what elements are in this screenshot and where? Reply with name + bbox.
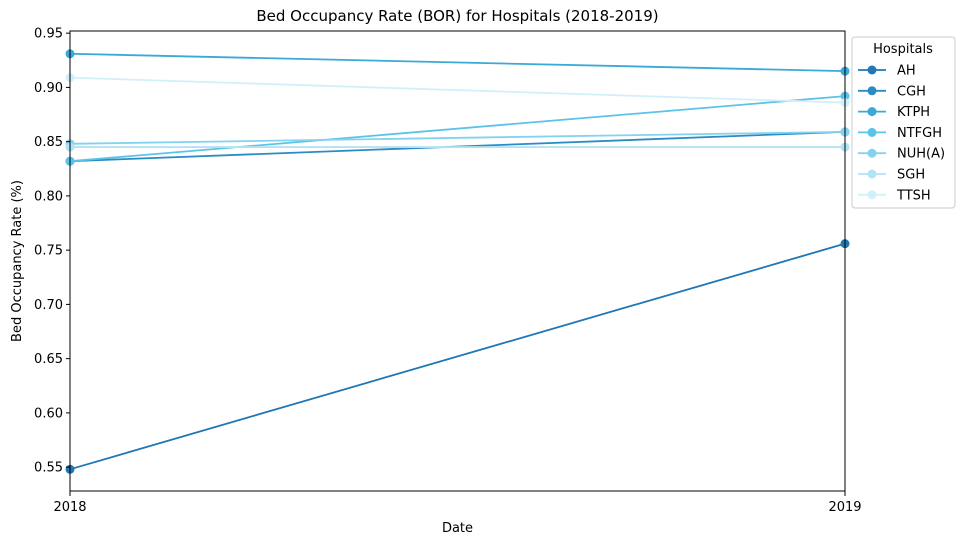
legend-marker [867,65,877,75]
y-tick-label: 0.85 [34,135,63,150]
x-axis-ticks: 2018 2019 [53,491,862,515]
legend-marker [867,169,877,179]
legend-marker [867,148,877,158]
y-tick-label: 0.55 [34,461,63,476]
legend-label: TTSH [896,188,931,203]
x-axis-label: Date [442,521,473,536]
legend-marker [867,127,877,137]
series-line-ktph [69,52,846,73]
chart-title: Bed Occupancy Rate (BOR) for Hospitals (… [256,7,658,25]
legend-label: NTFGH [897,126,942,141]
legend-marker [867,190,877,200]
legend-label: AH [897,64,916,79]
y-tick-label: 0.80 [34,189,63,204]
x-tick-label: 2019 [828,500,861,515]
legend-label: CGH [897,84,926,99]
legend-label: SGH [897,168,925,183]
series-line-nuha [69,130,846,145]
y-tick-label: 0.70 [34,298,63,313]
legend-box [851,36,956,209]
legend-label: NUH(A) [897,147,945,162]
series-line-ah [69,242,846,471]
legend-label: KTPH [897,105,930,120]
legend-marker [867,86,877,96]
y-axis-ticks: 0.55 0.60 0.65 0.70 0.75 0.80 0.85 0.90 0.95 [34,27,70,476]
series-layer [65,49,850,474]
legend-items: AH CGH KTPH NTFGH NUH(A) SGH TTSH [858,64,945,203]
legend-title: Hospitals [873,42,933,57]
y-tick-label: 0.90 [34,81,63,96]
x-tick-label: 2018 [53,500,86,515]
y-tick-label: 0.75 [34,244,63,259]
y-axis-label: Bed Occupancy Rate (%) [10,180,25,342]
y-tick-label: 0.95 [34,27,63,42]
plot-frame [69,30,846,492]
y-tick-label: 0.65 [34,352,63,367]
y-tick-label: 0.60 [34,406,63,421]
series-line-ttsh [69,76,846,104]
axes [69,30,846,492]
legend-marker [867,107,877,117]
legend: Hospitals AH CGH KTPH NTFGH NUH(A) SGH TTSH [851,36,956,209]
series-line-ntfgh [69,95,846,163]
